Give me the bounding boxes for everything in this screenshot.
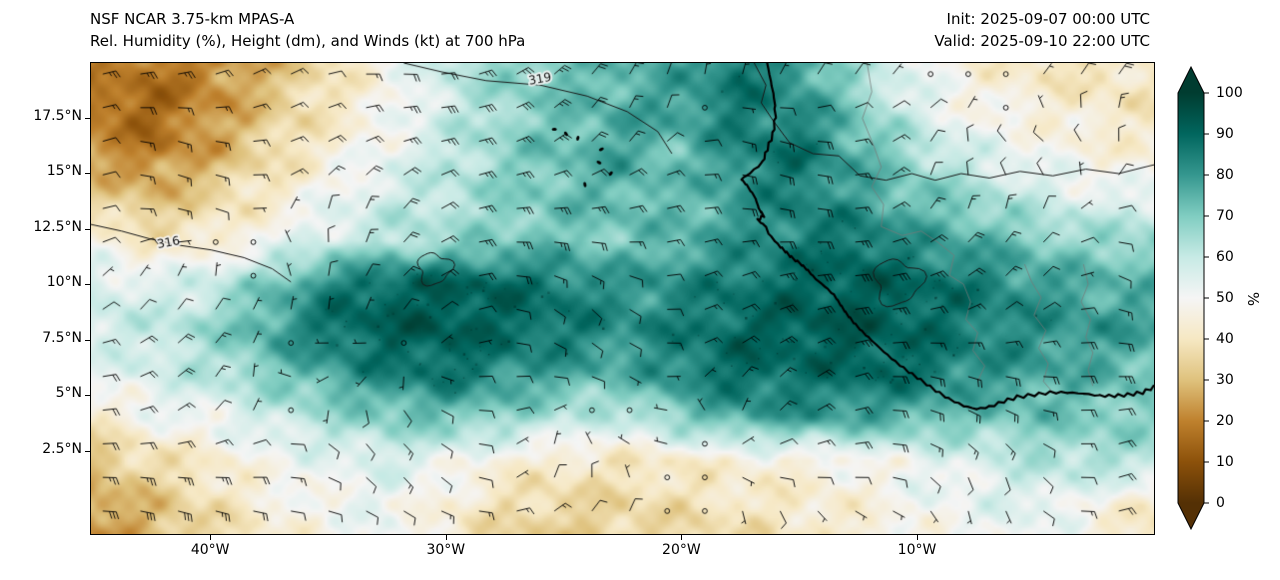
x-tick-mark <box>445 535 447 540</box>
map-canvas <box>91 63 1154 534</box>
y-tick-label: 17.5°N <box>33 107 82 124</box>
colorbar-tick-label: 30 <box>1216 372 1234 388</box>
y-tick-label: 15°N <box>46 163 82 180</box>
y-tick-label: 12.5°N <box>33 218 82 235</box>
colorbar-tick-label: 0 <box>1216 495 1225 511</box>
x-tick-mark <box>917 535 919 540</box>
colorbar-tick-label: 70 <box>1216 208 1234 224</box>
colorbar-tick-label: 100 <box>1216 85 1243 101</box>
init-time: Init: 2025-09-07 00:00 UTC <box>946 10 1150 28</box>
x-tick-label: 40°W <box>190 542 230 558</box>
x-tick-label: 20°W <box>662 542 701 558</box>
y-tick-label: 7.5°N <box>42 329 82 346</box>
model-name: NSF NCAR 3.75-km MPAS-A <box>90 10 295 28</box>
colorbar-tick-label: 80 <box>1216 167 1234 183</box>
colorbar-tick-label: 90 <box>1216 126 1234 142</box>
figure-title-block: NSF NCAR 3.75-km MPAS-A Rel. Humidity (%… <box>90 8 525 52</box>
colorbar-tick-label: 50 <box>1216 290 1234 306</box>
colorbar-unit-label: % <box>1244 291 1263 307</box>
x-tick-label: 30°W <box>426 542 466 558</box>
valid-time: Valid: 2025-09-10 22:00 UTC <box>934 32 1150 50</box>
figure-time-block: Init: 2025-09-07 00:00 UTC Valid: 2025-0… <box>934 8 1150 52</box>
colorbar-swatch <box>1177 65 1209 531</box>
map-plot-area <box>90 62 1155 535</box>
field-description: Rel. Humidity (%), Height (dm), and Wind… <box>90 32 526 50</box>
y-tick-label: 10°N <box>46 274 82 291</box>
colorbar-tick-label: 60 <box>1216 249 1234 265</box>
y-tick-label: 2.5°N <box>42 440 82 457</box>
y-tick-label: 5°N <box>55 385 82 402</box>
x-tick-mark <box>210 535 212 540</box>
colorbar-tick-label: 10 <box>1216 454 1234 470</box>
colorbar-tick-label: 40 <box>1216 331 1234 347</box>
x-tick-label: 10°W <box>897 542 937 558</box>
x-tick-mark <box>681 535 683 540</box>
colorbar-tick-label: 20 <box>1216 413 1234 429</box>
